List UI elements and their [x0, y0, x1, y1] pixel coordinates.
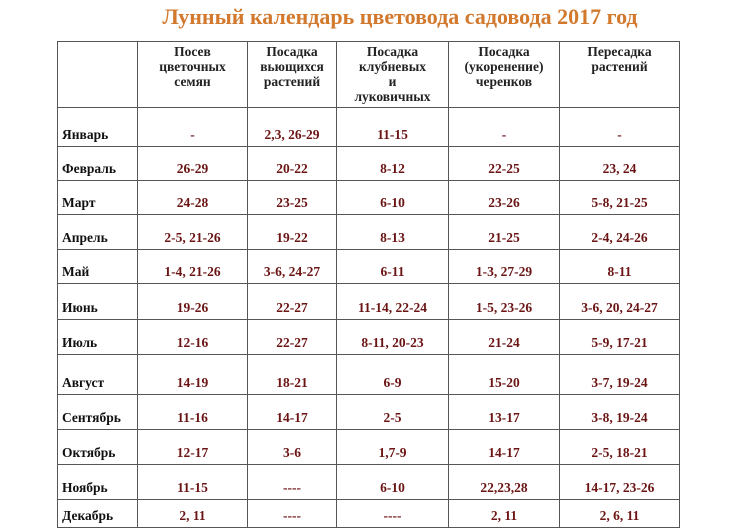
dates-cell: 6-10 — [336, 180, 449, 215]
table-row: Ноябрь 11-15 ---- 6-10 22,23,28 14-17, 23-26 — [57, 464, 680, 500]
dates-cell: 22-25 — [448, 146, 560, 181]
dates-cell: ---- — [247, 499, 337, 528]
dates-cell: - — [448, 107, 560, 147]
column-header: Пересадка растений — [559, 41, 680, 108]
column-header — [57, 41, 138, 108]
table-row: Август 14-19 18-21 6-9 15-20 3-7, 19-24 — [57, 354, 680, 395]
dates-cell: 2-5 — [336, 394, 449, 430]
dates-cell: 12-16 — [137, 319, 248, 355]
dates-cell: 11-15 — [336, 107, 449, 147]
table-row: Февраль 26-29 20-22 8-12 22-25 23, 24 — [57, 146, 680, 181]
dates-cell: 8-11 — [559, 249, 680, 284]
dates-cell: 20-22 — [247, 146, 337, 181]
column-header: Посадка клубневых и луковичных — [336, 41, 449, 108]
dates-cell: 11-15 — [137, 464, 248, 500]
table-row: Март 24-28 23-25 6-10 23-26 5-8, 21-25 — [57, 180, 680, 215]
dates-cell: - — [559, 107, 680, 147]
dates-cell: 8-12 — [336, 146, 449, 181]
dates-cell: 6-9 — [336, 354, 449, 395]
dates-cell: 22-27 — [247, 319, 337, 355]
dates-cell: 2, 6, 11 — [559, 499, 680, 528]
dates-cell: 12-17 — [137, 429, 248, 465]
dates-cell: 5-8, 21-25 — [559, 180, 680, 215]
dates-cell: 19-22 — [247, 214, 337, 250]
dates-cell: 6-11 — [336, 249, 449, 284]
dates-cell: 2-4, 24-26 — [559, 214, 680, 250]
dates-cell: 15-20 — [448, 354, 560, 395]
dates-cell: 14-17 — [448, 429, 560, 465]
dates-cell: 3-8, 19-24 — [559, 394, 680, 430]
table-row: Июнь 19-26 22-27 11-14, 22-24 1-5, 23-26 3-6,… — [57, 283, 680, 320]
month-cell: Май — [57, 249, 138, 284]
dates-cell: 2, 11 — [137, 499, 248, 528]
dates-cell: 3-6, 20, 24-27 — [559, 283, 680, 320]
month-cell: Сентябрь — [57, 394, 138, 430]
dates-cell: 11-14, 22-24 — [336, 283, 449, 320]
table-row: Январь -2,3, 26-29 11-15- - — [57, 107, 680, 147]
dates-cell: 19-26 — [137, 283, 248, 320]
dates-cell: 14-19 — [137, 354, 248, 395]
dates-cell: 2,3, 26-29 — [247, 107, 337, 147]
dates-cell: 5-9, 17-21 — [559, 319, 680, 355]
dates-cell: 18-21 — [247, 354, 337, 395]
lunar-calendar-table: Посев цветочных семян Посадка вьющихся растен… — [57, 41, 680, 528]
dates-cell: 2-5, 18-21 — [559, 429, 680, 465]
dates-cell: 8-13 — [336, 214, 449, 250]
dates-cell: 1-5, 23-26 — [448, 283, 560, 320]
dates-cell: 3-6 — [247, 429, 337, 465]
dates-cell: ---- — [336, 499, 449, 528]
month-cell: Октябрь — [57, 429, 138, 465]
column-header: Посадка (укоренение) черенков — [448, 41, 560, 108]
table-row: Апрель 2-5, 21-26 19-22 8-13 21-25 2-4, 24-26 — [57, 214, 680, 250]
month-cell: Январь — [57, 107, 138, 147]
dates-cell: 2-5, 21-26 — [137, 214, 248, 250]
table-row: Сентябрь 11-16 14-17 2-5 13-17 3-8, 19-24 — [57, 394, 680, 430]
page-title: Лунный календарь цветовода садовода 2017… — [162, 4, 638, 29]
month-cell: Апрель — [57, 214, 138, 250]
dates-cell: 24-28 — [137, 180, 248, 215]
table-row: Июль 12-16 22-27 8-11, 20-23 21-24 5-9, 17-21 — [57, 319, 680, 355]
dates-cell: 22,23,28 — [448, 464, 560, 500]
dates-cell: 14-17, 23-26 — [559, 464, 680, 500]
column-header: Посадка вьющихся растений — [247, 41, 337, 108]
table-row: Октябрь 12-17 3-6 1,7-9 14-17 2-5, 18-21 — [57, 429, 680, 465]
dates-cell: 1,7-9 — [336, 429, 449, 465]
dates-cell: 21-24 — [448, 319, 560, 355]
header-row: Посев цветочных семян Посадка вьющихся растен… — [57, 41, 680, 108]
dates-cell: 1-4, 21-26 — [137, 249, 248, 284]
month-cell: Июнь — [57, 283, 138, 320]
dates-cell: 26-29 — [137, 146, 248, 181]
month-cell: Март — [57, 180, 138, 215]
month-cell: Декабрь — [57, 499, 138, 528]
month-cell: Ноябрь — [57, 464, 138, 500]
dates-cell: 23-25 — [247, 180, 337, 215]
dates-cell: ---- — [247, 464, 337, 500]
table-row: Май 1-4, 21-26 3-6, 24-27 6-11 1-3, 27-29 8-1… — [57, 249, 680, 284]
dates-cell: 6-10 — [336, 464, 449, 500]
dates-cell: 2, 11 — [448, 499, 560, 528]
month-cell: Август — [57, 354, 138, 395]
dates-cell: - — [137, 107, 248, 147]
column-header: Посев цветочных семян — [137, 41, 248, 108]
dates-cell: 3-7, 19-24 — [559, 354, 680, 395]
dates-cell: 11-16 — [137, 394, 248, 430]
dates-cell: 8-11, 20-23 — [336, 319, 449, 355]
month-cell: Февраль — [57, 146, 138, 181]
dates-cell: 21-25 — [448, 214, 560, 250]
dates-cell: 22-27 — [247, 283, 337, 320]
dates-cell: 14-17 — [247, 394, 337, 430]
dates-cell: 1-3, 27-29 — [448, 249, 560, 284]
dates-cell: 13-17 — [448, 394, 560, 430]
dates-cell: 23, 24 — [559, 146, 680, 181]
month-cell: Июль — [57, 319, 138, 355]
table-row: Декабрь 2, 11 ---- ---- 2, 11 2, 6, 11 — [57, 499, 680, 528]
dates-cell: 3-6, 24-27 — [247, 249, 337, 284]
dates-cell: 23-26 — [448, 180, 560, 215]
